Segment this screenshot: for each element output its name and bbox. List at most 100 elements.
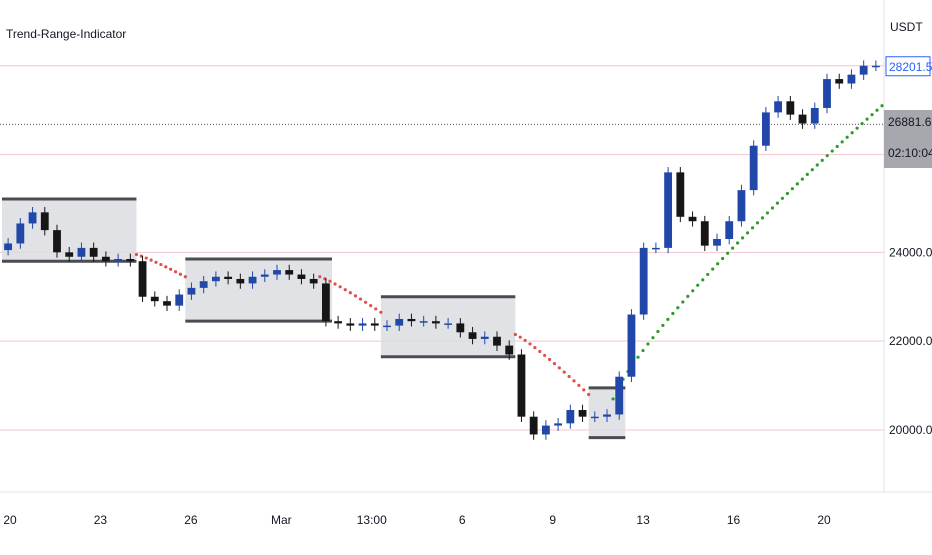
trend-dot	[735, 241, 740, 245]
trend-dot	[865, 117, 869, 121]
trend-dot	[528, 342, 532, 346]
candle-body	[823, 79, 831, 108]
trend-dot	[318, 275, 322, 279]
candle-body	[419, 321, 428, 323]
candle-body	[4, 243, 13, 251]
trend-dot	[681, 300, 685, 304]
trend-dot	[870, 113, 874, 117]
candle-body	[53, 230, 61, 253]
candle-body	[786, 101, 795, 115]
candle-body	[810, 107, 819, 124]
trend-dot	[676, 306, 680, 310]
countdown-tag-text: 02:10:04	[888, 146, 932, 160]
trend-dot	[750, 226, 755, 230]
trend-dot	[134, 252, 139, 257]
trend-dot	[845, 135, 849, 139]
candle-body	[664, 172, 673, 248]
candle-body	[273, 270, 281, 275]
trend-dot	[835, 144, 839, 149]
candle-body	[468, 332, 477, 339]
candle-body	[847, 74, 856, 84]
candle-body	[16, 223, 25, 244]
candle-body	[346, 323, 355, 326]
time-axis-label: 26	[184, 513, 198, 527]
candle-body	[688, 216, 697, 222]
candle-body	[456, 323, 465, 333]
price-axis-label: 22000.00	[889, 334, 932, 348]
trend-dot	[805, 172, 809, 176]
trend-dot	[369, 303, 373, 308]
candle-body	[285, 270, 294, 275]
candle-body	[65, 252, 74, 257]
trend-dot	[770, 206, 775, 210]
trend-dot	[154, 260, 158, 264]
candle-body	[89, 247, 98, 257]
trend-dot	[641, 348, 645, 353]
candle-body	[40, 212, 49, 231]
candle-body	[737, 190, 746, 222]
trend-dot	[353, 294, 358, 298]
time-axis-label: 13	[636, 513, 650, 527]
trend-dot	[173, 270, 178, 274]
candle-body	[725, 221, 734, 239]
trend-dot	[582, 388, 586, 392]
candle-body	[798, 114, 807, 124]
trend-dot	[820, 158, 824, 162]
trend-dot	[587, 392, 591, 397]
trend-dot	[159, 262, 163, 267]
candle-body	[407, 318, 416, 322]
candle-body	[676, 172, 685, 217]
trend-dot	[850, 131, 854, 135]
trend-dot	[656, 329, 660, 334]
currency-label: USDT	[890, 20, 923, 34]
candle-body	[187, 287, 196, 295]
trend-dot	[661, 323, 665, 327]
candle-body	[334, 321, 343, 324]
candle-body	[529, 416, 538, 435]
time-axis-label: 20	[3, 513, 17, 527]
trend-dot	[567, 374, 571, 379]
price-axis[interactable]: 24000.00 22000.00 20000.00	[889, 245, 932, 437]
trend-dot	[880, 104, 884, 108]
trend-dot	[716, 262, 720, 266]
time-axis[interactable]: 20 23 26 Mar 13:00 6 9 13 16 20	[3, 513, 831, 527]
trend-line-layer	[134, 104, 884, 401]
trend-dot	[572, 379, 576, 383]
candle-body	[603, 414, 611, 417]
candle-body	[431, 321, 440, 324]
trend-dot	[765, 211, 770, 215]
trend-dot	[855, 126, 859, 130]
time-axis-label: 16	[727, 513, 741, 527]
candle-body	[761, 112, 770, 146]
candle-body	[163, 301, 171, 306]
candle-body	[590, 416, 599, 419]
trend-dot	[726, 251, 730, 255]
trend-dot	[825, 154, 829, 158]
candle-body	[444, 323, 453, 325]
candle-body	[28, 212, 37, 224]
trend-dot	[149, 258, 153, 262]
trend-dot	[671, 311, 675, 316]
trend-dot	[379, 310, 383, 314]
last-price-tag-box	[885, 56, 931, 77]
trend-dot	[348, 291, 352, 295]
trend-dot	[333, 282, 337, 286]
trend-dot	[557, 366, 561, 370]
candle-body	[77, 247, 86, 257]
time-axis-label: 9	[549, 513, 556, 527]
trend-dot	[164, 265, 168, 269]
trend-dot	[651, 336, 655, 340]
trend-dot	[721, 256, 725, 261]
prev-close-tag-box	[884, 110, 932, 168]
trend-dot	[328, 279, 332, 283]
candle-body	[749, 145, 758, 191]
trend-dot	[711, 267, 715, 271]
candle-body	[358, 323, 367, 326]
candle-body	[248, 276, 257, 284]
candle-body	[321, 283, 330, 322]
trend-dot	[755, 221, 760, 225]
last-price-tag-text: 28201.52	[889, 60, 932, 74]
